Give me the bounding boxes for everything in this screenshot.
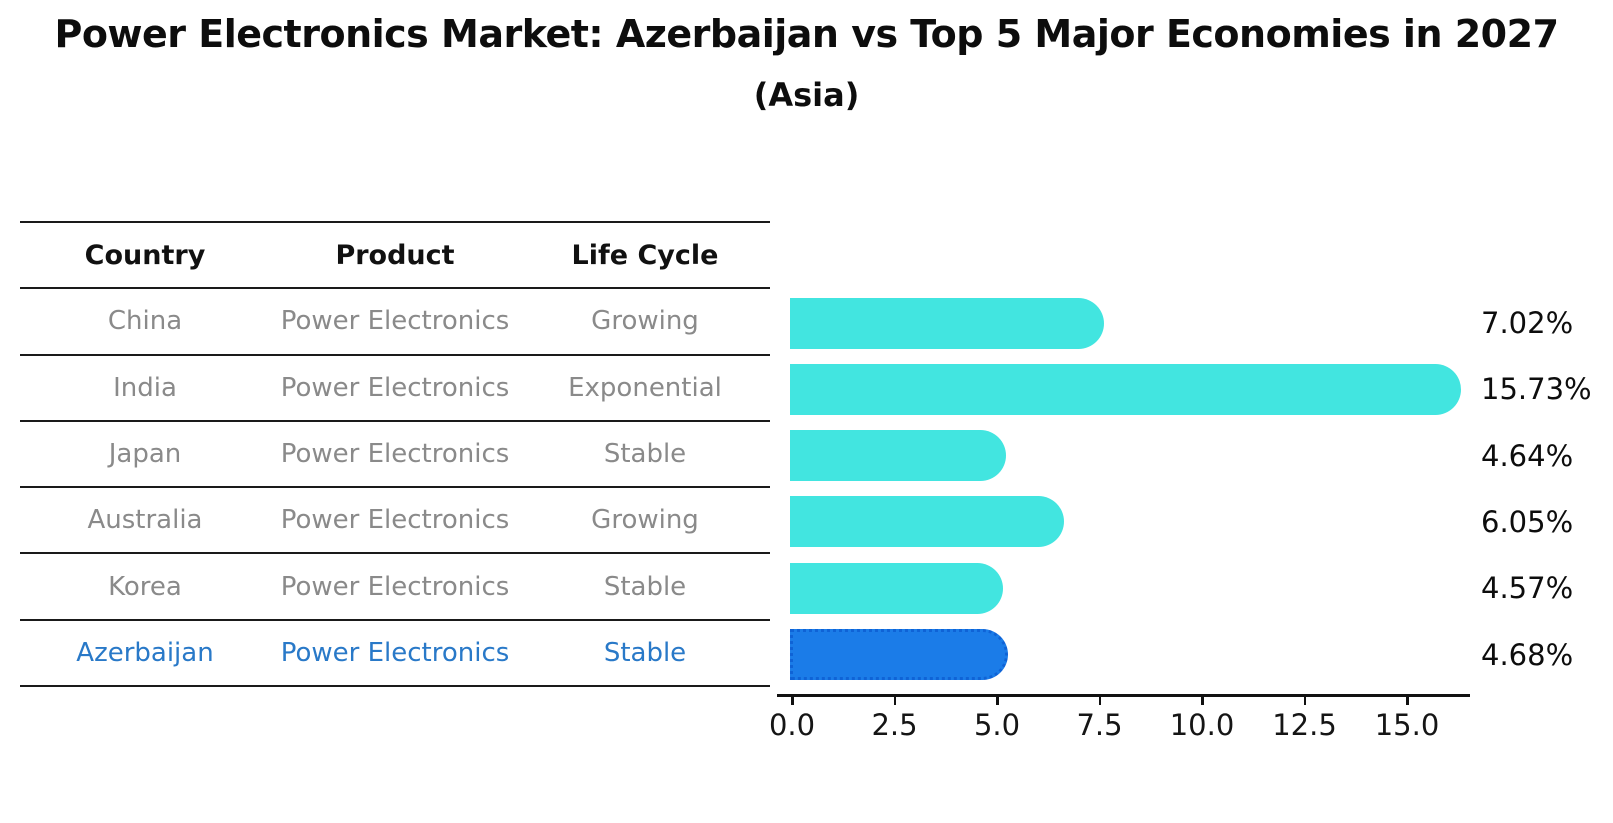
cell-country: Japan xyxy=(108,439,182,470)
x-axis-tick xyxy=(893,696,896,705)
chart-title: Power Electronics Market: Azerbaijan vs … xyxy=(54,12,1559,56)
table-row-india: India Power Electronics Exponential xyxy=(20,356,770,422)
value-label-india: 15.73% xyxy=(1481,372,1592,406)
cell-life-cycle: Stable xyxy=(603,637,687,668)
bar-japan xyxy=(790,430,1007,482)
x-axis-tick xyxy=(791,696,794,705)
x-axis-line xyxy=(777,694,1470,697)
cell-product: Power Electronics xyxy=(280,637,510,668)
table-header-row: Country Product Life Cycle xyxy=(20,223,770,290)
bar-china xyxy=(790,297,1104,349)
cell-life-cycle: Growing xyxy=(591,505,699,536)
bar-australia xyxy=(790,496,1065,548)
cell-product: Power Electronics xyxy=(280,306,510,337)
x-axis-tick xyxy=(1098,696,1101,705)
cell-country: Australia xyxy=(87,505,203,536)
x-axis-tick xyxy=(996,696,999,705)
cell-country: Azerbaijan xyxy=(76,637,214,668)
x-axis-tick-label: 5.0 xyxy=(973,708,1021,742)
x-axis-tick-label: 10.0 xyxy=(1169,708,1235,742)
x-axis-tick-label: 15.0 xyxy=(1374,708,1440,742)
chart-subtitle: (Asia) xyxy=(753,76,860,114)
table-row-azerbaijan: Azerbaijan Power Electronics Stable xyxy=(20,621,770,688)
x-axis-tick xyxy=(1303,696,1306,705)
cell-life-cycle: Exponential xyxy=(568,372,722,403)
header-life-cycle: Life Cycle xyxy=(571,239,719,271)
comparison-table: Country Product Life Cycle China Power E… xyxy=(20,221,770,688)
bar-india xyxy=(790,363,1461,415)
cell-life-cycle: Stable xyxy=(603,439,687,470)
cell-product: Power Electronics xyxy=(280,505,510,536)
x-axis-tick-label: 0.0 xyxy=(768,708,816,742)
bar-korea xyxy=(790,562,1004,614)
value-label-japan: 4.64% xyxy=(1481,438,1574,473)
table-row-australia: Australia Power Electronics Growing xyxy=(20,488,770,555)
cell-life-cycle: Growing xyxy=(591,306,699,337)
cell-country: India xyxy=(113,372,177,403)
x-axis-tick-label: 2.5 xyxy=(871,708,918,742)
value-label-china: 7.02% xyxy=(1481,306,1574,340)
value-label-korea: 4.57% xyxy=(1481,571,1574,605)
x-axis-tick xyxy=(1201,696,1204,705)
table-row-china: China Power Electronics Growing xyxy=(20,289,770,356)
cell-country: Korea xyxy=(108,571,182,602)
x-axis-tick-label: 7.5 xyxy=(1076,708,1123,742)
header-country: Country xyxy=(84,239,206,271)
cell-product: Power Electronics xyxy=(280,372,510,403)
value-label-australia: 6.05% xyxy=(1481,505,1574,539)
x-axis-tick-label: 12.5 xyxy=(1272,708,1337,742)
header-product: Product xyxy=(335,239,455,271)
bar-azerbaijan xyxy=(790,629,1008,680)
x-axis-tick xyxy=(1406,696,1409,705)
cell-country: China xyxy=(107,306,183,337)
cell-product: Power Electronics xyxy=(280,571,510,602)
cell-life-cycle: Stable xyxy=(603,571,687,602)
cell-product: Power Electronics xyxy=(280,439,510,470)
table-row-japan: Japan Power Electronics Stable xyxy=(20,422,770,489)
table-row-korea: Korea Power Electronics Stable xyxy=(20,554,770,621)
value-label-azerbaijan: 4.68% xyxy=(1481,637,1574,672)
